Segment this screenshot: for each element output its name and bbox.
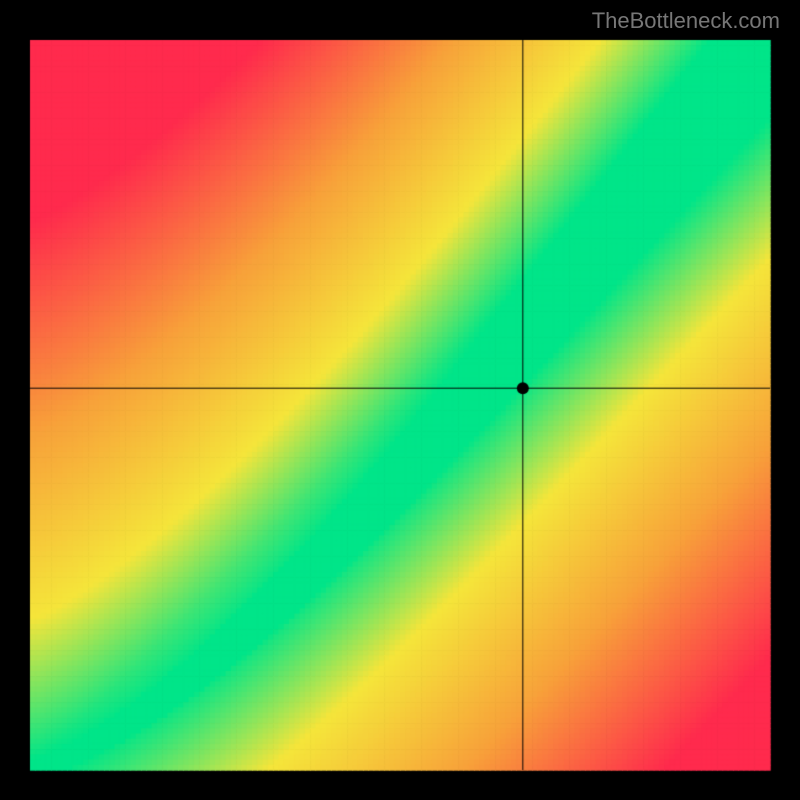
watermark-label: TheBottleneck.com — [592, 8, 780, 34]
chart-container: TheBottleneck.com — [0, 0, 800, 800]
bottleneck-heatmap-canvas — [0, 0, 800, 800]
